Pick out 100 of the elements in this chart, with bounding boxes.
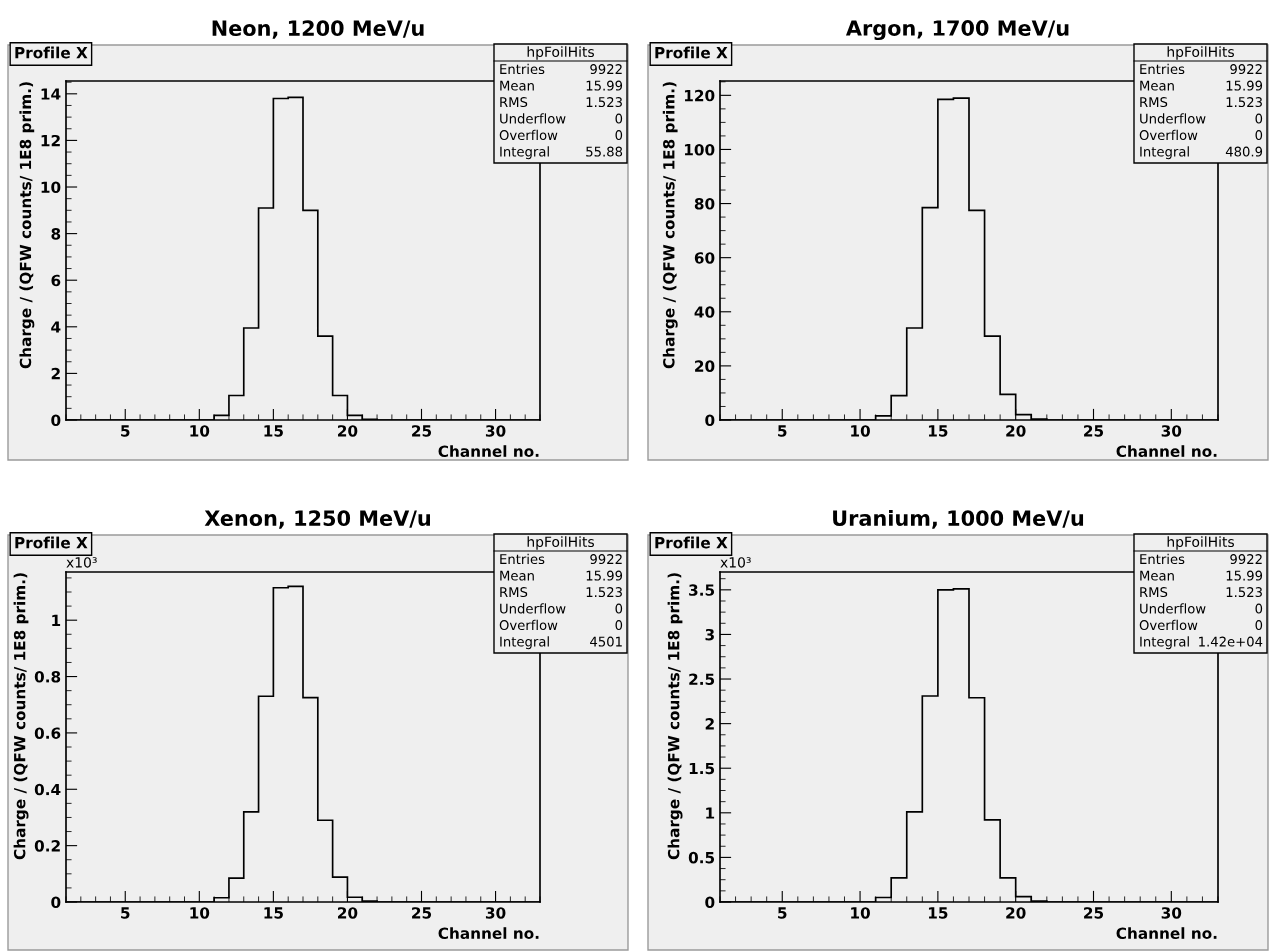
text: 0 <box>615 620 623 631</box>
y-tick-label: 1 <box>52 614 61 626</box>
x-tick-label: 15 <box>264 425 283 437</box>
x-tick-label: 20 <box>338 425 358 437</box>
x-tick-label: 10 <box>851 425 870 437</box>
annotation: Overflow <box>1139 129 1198 141</box>
annotation: Integral <box>1140 636 1189 650</box>
text: 0 <box>1255 620 1263 631</box>
x-tick-label: 20 <box>338 907 358 919</box>
x-tick-label: 5 <box>778 907 787 919</box>
text: Profile X <box>15 46 88 59</box>
y-tick-label: 0.8 <box>34 671 61 683</box>
y-tick-label: 80 <box>694 198 715 210</box>
y-tick-label: 3 <box>705 628 714 641</box>
annotation: Mean <box>500 80 534 91</box>
y-tick-label: 0 <box>51 896 61 909</box>
y-tick-label: 8 <box>51 228 61 240</box>
chart-title: Neon, 1200 MeV/u <box>212 20 424 39</box>
y-tick-label: 0 <box>51 414 61 427</box>
text: x10³ <box>720 557 751 568</box>
text: Entries <box>500 553 545 565</box>
chart-title: Argon, 1700 MeV/u <box>845 20 1069 41</box>
y-axis-title: Charge / (QFW counts/ 1E8 prim.) <box>662 82 678 369</box>
text: 15.99 <box>586 80 623 91</box>
text: Profile X <box>655 46 728 59</box>
x-axis-title: Channel no. <box>1116 445 1217 458</box>
y-tick-label: 2 <box>705 718 714 730</box>
text: 1.523 <box>1226 587 1262 598</box>
text: 9922 <box>590 64 622 75</box>
y-tick-label: 1.5 <box>689 762 715 775</box>
text: Entries <box>1140 63 1185 75</box>
x-axis-title: Channel no. <box>438 927 539 940</box>
chart-title: Uranium, 1000 MeV/u <box>833 509 1084 529</box>
annotation: RMS <box>500 587 528 598</box>
x-tick-label: 15 <box>928 425 948 437</box>
x-tick-label: 15 <box>264 907 283 919</box>
y-tick-label: 4 <box>51 321 61 333</box>
y-tick-label: 0.5 <box>688 851 715 864</box>
text: Profile X <box>15 536 88 549</box>
y-tick-label: 60 <box>694 252 715 264</box>
text: 0 <box>1255 130 1263 141</box>
x-tick-label: 10 <box>190 425 210 437</box>
text: 1.523 <box>1226 97 1262 108</box>
y-tick-label: 12 <box>41 134 60 147</box>
x-tick-label: 5 <box>121 425 130 437</box>
y-tick-label: 2.5 <box>689 673 715 686</box>
annotation: RMS <box>1140 97 1168 108</box>
annotation: Mean <box>500 570 534 581</box>
x-tick-label: 30 <box>1161 907 1182 919</box>
y-tick-label: 2 <box>51 367 60 380</box>
y-tick-label: 100 <box>684 143 715 156</box>
y-tick-label: 40 <box>694 306 715 318</box>
x-axis-title: Channel no. <box>1116 927 1217 940</box>
annotation: Overflow <box>499 619 558 631</box>
text: 480.9 <box>1225 146 1263 157</box>
annotation: Underflow <box>1140 603 1206 614</box>
text: 0 <box>615 603 623 614</box>
annotation: RMS <box>1140 587 1168 598</box>
y-tick-label: 3.5 <box>689 584 715 596</box>
x-tick-label: 25 <box>1084 907 1104 919</box>
text: Entries <box>500 63 545 75</box>
x-tick-label: 25 <box>412 907 432 919</box>
y-axis-title: Charge / (QFW counts/ 1E8 prim.) <box>667 573 683 860</box>
text: 0 <box>615 130 623 141</box>
annotation: Underflow <box>1140 113 1206 124</box>
y-tick-label: 14 <box>41 88 61 100</box>
text: 4501 <box>590 636 622 647</box>
y-tick-label: 0.6 <box>34 727 61 739</box>
annotation: Integral <box>500 146 549 160</box>
text: 0 <box>615 113 623 124</box>
text: 15.99 <box>1226 80 1263 91</box>
annotation: Overflow <box>499 129 558 141</box>
text: hpFoilHits <box>527 536 594 550</box>
text: 0 <box>1255 603 1263 614</box>
x-tick-label: 30 <box>485 425 506 437</box>
annotation: Underflow <box>500 113 566 124</box>
y-axis-title: Charge / (QFW counts/ 1E8 prim.) <box>13 573 29 860</box>
y-axis-title: Charge / (QFW counts/ 1E8 prim.) <box>19 82 35 369</box>
text: 0 <box>1255 113 1263 124</box>
y-tick-label: 0.2 <box>34 840 60 852</box>
annotation: 1.42e+04 <box>1199 636 1263 647</box>
y-tick-label: 120 <box>684 89 715 102</box>
text: hpFoilHits <box>1167 536 1234 550</box>
text: 9922 <box>590 554 622 565</box>
chart-title: Xenon, 1250 MeV/u <box>204 510 430 529</box>
x-tick-label: 30 <box>485 907 506 919</box>
y-tick-label: 20 <box>695 360 715 372</box>
text: 15.99 <box>1226 570 1263 581</box>
annotation: Mean <box>1140 570 1174 581</box>
x-tick-label: 20 <box>1006 425 1026 437</box>
x-tick-label: 30 <box>1161 425 1182 437</box>
x-tick-label: 20 <box>1006 907 1026 919</box>
text: 1.523 <box>586 97 622 108</box>
text: 15.99 <box>586 570 623 581</box>
x-tick-label: 25 <box>412 425 432 437</box>
text: x10³ <box>66 557 97 568</box>
y-tick-label: 0 <box>705 414 715 427</box>
text: Entries <box>1140 553 1185 565</box>
text: 9922 <box>1230 554 1262 565</box>
y-tick-label: 1 <box>706 807 715 819</box>
